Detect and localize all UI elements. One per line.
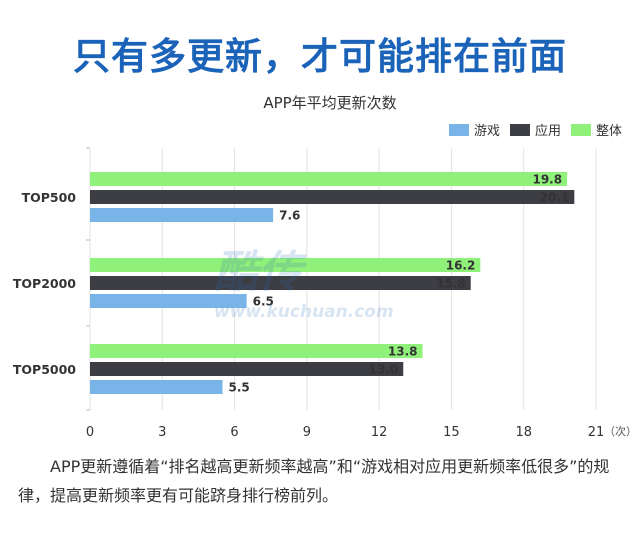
legend-item-game: 游戏 [448,120,500,139]
bar-整体-TOP5000 [90,344,423,358]
legend-item-overall: 整体 [570,120,622,139]
data-label-整体-TOP5000: 13.8 [388,345,418,359]
category-label-TOP500: TOP500 [22,190,77,205]
legend-swatch-game [448,123,469,136]
x-tick-label-4: 12 [371,425,388,440]
x-unit-label: （次） [604,424,637,438]
bar-游戏-TOP2000 [90,294,247,308]
data-label-游戏-TOP5000: 5.5 [229,381,250,395]
bar-应用-TOP2000 [90,276,471,290]
data-label-应用-TOP500: 20.1 [540,191,570,205]
category-label-TOP2000: TOP2000 [13,276,76,291]
data-label-游戏-TOP2000: 6.5 [253,295,274,309]
x-tick-label-1: 3 [158,425,166,440]
category-label-TOP5000: TOP5000 [13,362,76,377]
data-label-整体-TOP500: 19.8 [532,173,562,187]
legend-swatch-overall [570,123,591,136]
data-label-应用-TOP2000: 15.8 [436,277,466,291]
data-label-整体-TOP2000: 16.2 [446,259,476,273]
data-label-应用-TOP5000: 13.0 [369,363,399,377]
legend-label-overall: 整体 [595,124,622,139]
x-tick-label-2: 6 [230,425,238,440]
bar-游戏-TOP5000 [90,380,223,394]
x-tick-label-7: 21 [588,425,605,440]
legend-label-app: 应用 [534,124,561,139]
legend-item-app: 应用 [509,120,561,139]
caption: APP更新遵循着“排名越高更新频率越高”和“游戏相对应用更新频率低很多”的规律，… [18,457,610,505]
x-tick-label-5: 15 [443,425,460,440]
bar-应用-TOP500 [90,190,575,204]
data-label-游戏-TOP500: 7.6 [279,209,300,223]
legend-label-game: 游戏 [473,124,500,139]
chart-title: APP年平均更新次数 [263,94,397,112]
legend: 游戏 应用 整体 [448,120,622,139]
x-tick-label-6: 18 [515,425,532,440]
headline: 只有多更新，才可能排在前面 [73,35,567,78]
bar-游戏-TOP500 [90,208,274,222]
bar-整体-TOP500 [90,172,568,186]
bar-应用-TOP5000 [90,362,404,376]
x-tick-label-0: 0 [86,425,94,440]
legend-swatch-app [509,123,530,136]
bar-整体-TOP2000 [90,258,481,272]
x-tick-label-3: 9 [303,425,311,440]
